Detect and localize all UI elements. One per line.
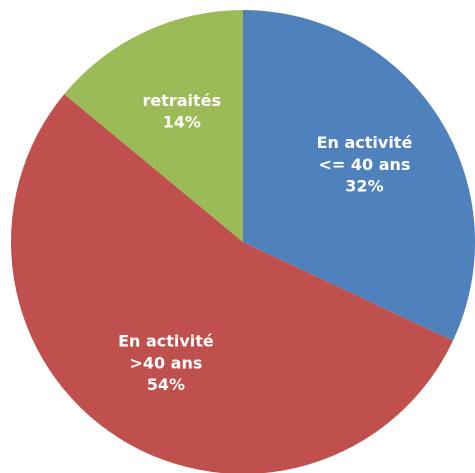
pie-slice: [11, 94, 453, 473]
pie-slice: [243, 10, 475, 341]
value-label: 14%: [163, 112, 201, 131]
label-line: retraités: [142, 90, 221, 109]
category-label: En activité >40 ans: [118, 331, 214, 372]
pie-slice: [64, 10, 243, 242]
category-label: retraités: [142, 90, 221, 109]
value-label: 32%: [345, 176, 383, 195]
label-line: En activité: [317, 132, 413, 151]
category-label: En activité <= 40 ans: [317, 132, 413, 173]
label-line: >40 ans: [129, 353, 202, 372]
label-line: <= 40 ans: [318, 154, 410, 173]
label-line: En activité: [118, 331, 214, 350]
value-label: 54%: [147, 375, 185, 394]
